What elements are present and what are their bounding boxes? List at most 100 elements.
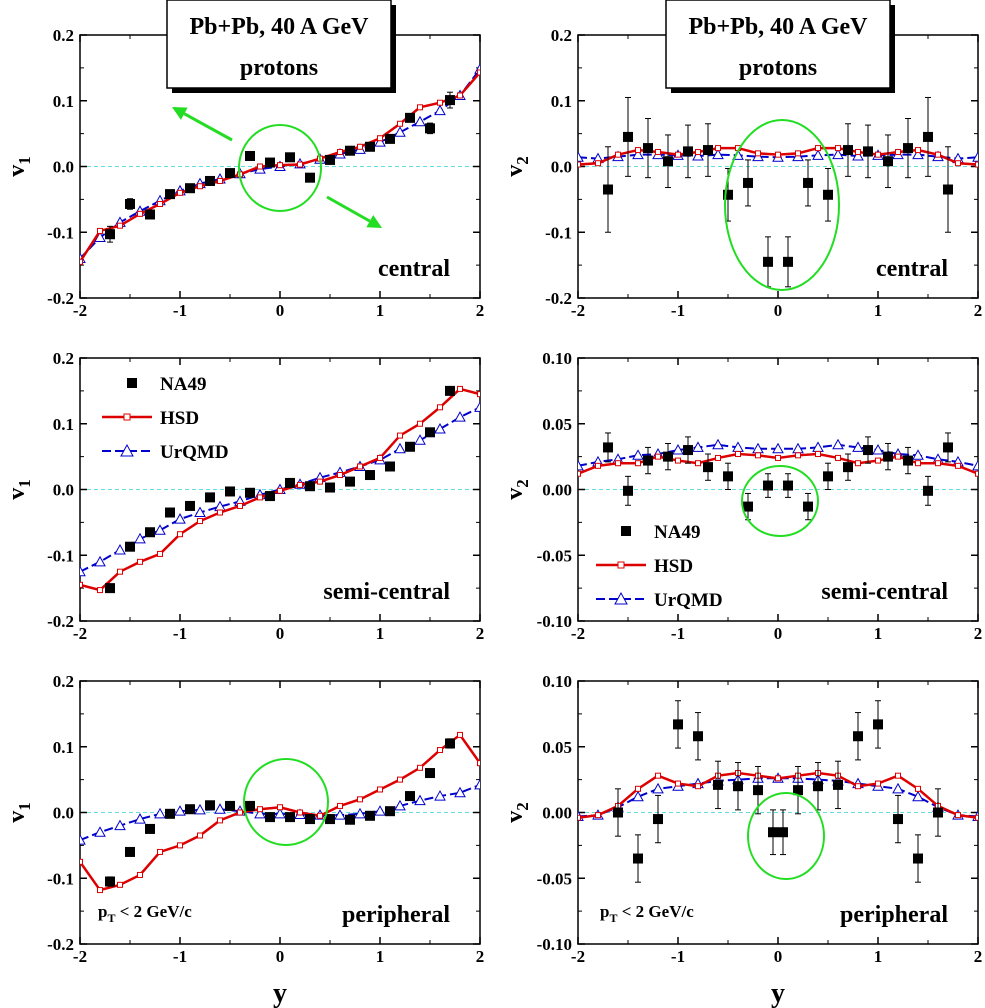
hsd-marker (177, 842, 183, 849)
hsd-marker (457, 385, 463, 392)
urqmd-marker (174, 805, 186, 816)
hsd-marker (117, 222, 123, 229)
urqmd-marker (374, 136, 386, 147)
urqmd-marker (214, 803, 226, 814)
y-tick-label: 0.00 (542, 804, 572, 823)
na49-marker (643, 455, 653, 466)
na49-marker (643, 143, 653, 154)
hsd-marker (117, 568, 123, 575)
header-subtitle: protons (240, 55, 318, 81)
na49-marker (683, 445, 693, 456)
urqmd-marker (274, 807, 286, 819)
hsd-marker (695, 149, 701, 156)
legend-hsd-marker (617, 561, 625, 569)
hsd-marker (755, 150, 761, 157)
hsd-marker (675, 457, 681, 464)
region-label: central (378, 256, 450, 282)
na49-marker (743, 501, 753, 512)
y-axis-label: v2 (502, 156, 532, 177)
na49-marker (883, 451, 893, 462)
na49-marker (165, 507, 175, 518)
x-tick-label: 2 (974, 947, 983, 966)
hsd-marker (157, 200, 163, 207)
na49-marker (365, 470, 375, 481)
y-axis-label-sub: 1 (15, 156, 34, 165)
urqmd-marker (712, 438, 724, 450)
na49-marker (893, 814, 903, 825)
legend-na49-marker (621, 526, 631, 536)
na49-marker (145, 527, 155, 538)
hsd-marker (237, 502, 243, 509)
hsd-marker (437, 404, 443, 411)
urqmd-marker (852, 149, 864, 161)
na49-marker (768, 827, 778, 838)
x-tick-label: 2 (476, 947, 485, 966)
y-tick-label: -0.10 (537, 935, 572, 954)
hsd-marker (157, 550, 163, 557)
na49-marker (833, 779, 843, 790)
hsd-marker (397, 776, 403, 783)
header-title: Pb+Pb, 40 A GeV (688, 14, 868, 40)
hsd-marker (915, 460, 921, 467)
urqmd-marker (832, 148, 844, 160)
urqmd-marker (474, 401, 480, 412)
y-axis-label-main: v (4, 811, 30, 823)
urqmd-marker (94, 555, 106, 567)
hsd-marker (137, 871, 143, 878)
na49-marker (305, 481, 315, 492)
urqmd-marker (394, 799, 406, 811)
na49-marker (853, 731, 863, 742)
pt-note-sub: T (107, 911, 115, 925)
hsd-marker (935, 460, 941, 467)
y-tick-label: -0.2 (47, 935, 74, 954)
y-tick-label: 0.2 (53, 349, 74, 368)
hsd-marker (477, 391, 480, 398)
na49-marker (763, 256, 773, 267)
urqmd-marker (454, 411, 466, 422)
hsd-marker (197, 832, 203, 839)
y-axis-label: v2 (502, 479, 532, 500)
urqmd-marker (434, 790, 446, 801)
hsd-marker (955, 160, 961, 167)
y-tick-label: 0.10 (542, 672, 572, 691)
pt-note-right: pT < 2 GeV/c (600, 902, 694, 925)
y-tick-label: -0.05 (537, 869, 572, 888)
plot-area (80, 63, 480, 265)
arrow-head (172, 107, 188, 120)
y-tick-label: -0.2 (545, 289, 572, 308)
x-tick-label: 0 (276, 301, 285, 320)
y-tick-label: 0.1 (551, 92, 572, 111)
hsd-marker (457, 92, 463, 99)
na49-marker (325, 154, 335, 165)
hsd-marker (157, 848, 163, 855)
na49-marker (703, 145, 713, 156)
urqmd-marker (394, 442, 406, 454)
na49-marker (305, 172, 315, 183)
header-frame (166, 0, 392, 89)
urqmd-marker (134, 813, 146, 824)
legend-left: NA49 HSD UrQMD (102, 374, 229, 463)
pt-note-rest: < 2 GeV/c (617, 902, 694, 921)
na49-marker (105, 583, 115, 594)
na49-marker (345, 145, 355, 156)
legend-na49-label: NA49 (654, 522, 700, 543)
urqmd-marker (578, 459, 584, 471)
y-tick-label: 0.1 (53, 415, 74, 434)
urqmd-marker (414, 115, 426, 127)
x-tick-label: -2 (73, 624, 87, 643)
hsd-marker (875, 780, 881, 787)
hsd-marker (277, 162, 283, 169)
highlight-ellipse-central-v1 (238, 124, 322, 212)
x-tick-label: -2 (73, 947, 87, 966)
urqmd-marker (692, 149, 704, 161)
na49-marker (445, 95, 455, 106)
na49-marker (793, 785, 803, 796)
na49-marker (125, 198, 135, 209)
arrow-shaft (183, 112, 233, 142)
hsd-marker (257, 494, 263, 501)
na49-marker (843, 462, 853, 473)
y-axis-label-sub: 2 (513, 802, 532, 811)
hsd-marker (855, 783, 861, 790)
